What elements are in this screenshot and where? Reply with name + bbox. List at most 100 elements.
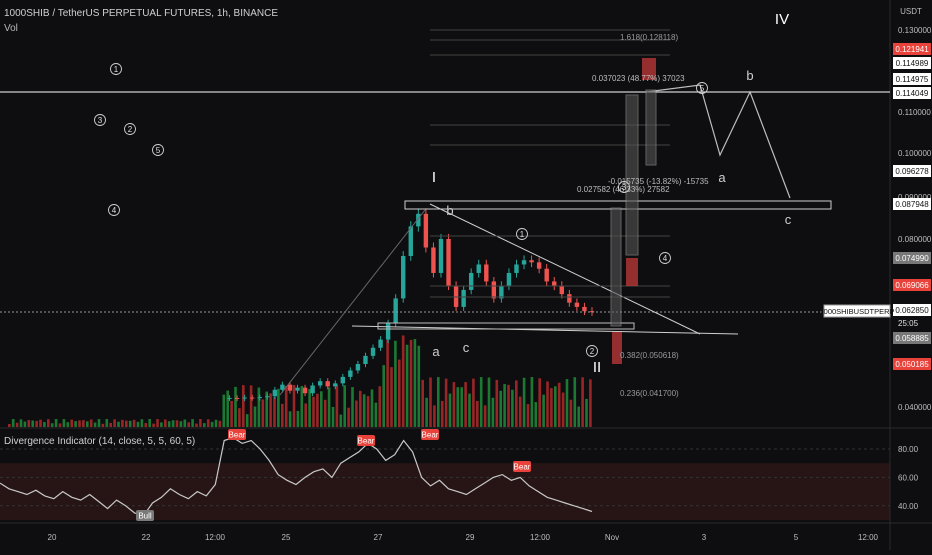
time-tick-label: 20: [48, 533, 57, 542]
price-tag: [893, 279, 931, 291]
volume-bar: [546, 381, 549, 427]
volume-bar: [487, 377, 491, 427]
wave-circle: [110, 63, 122, 75]
volume-bar: [121, 419, 124, 427]
volume-bar: [191, 419, 194, 427]
candle-body: [242, 397, 247, 399]
volume-bar: [70, 419, 73, 427]
measure-label: 0.037023 (48.77%) 37023: [592, 74, 685, 83]
volume-bar: [206, 419, 210, 427]
volume-bar: [511, 389, 514, 427]
volume-bar: [128, 420, 132, 427]
volume-bar: [210, 421, 214, 427]
divergence-badge: [357, 435, 375, 446]
wave-circle: [618, 181, 630, 193]
drawings[interactable]: 0.037023 (48.77%) 37023 0.027582 (46.33%)…: [0, 11, 890, 398]
candle-body: [536, 262, 542, 269]
time-tick-label: 27: [374, 533, 383, 542]
price-tag-label: 0.121941: [895, 45, 929, 54]
volume-bar: [550, 388, 553, 427]
volume-bar: [273, 397, 276, 427]
indicator-tick-label: 80.00: [898, 445, 919, 454]
wave-label-c: c: [463, 340, 470, 355]
volume-bar: [499, 390, 502, 427]
wave-label-1: 1: [520, 230, 525, 239]
price-tick-label: 0.040000: [898, 403, 932, 412]
volume-bar: [308, 389, 311, 427]
volume-bar: [530, 377, 534, 427]
time-tick-label: Nov: [605, 533, 619, 542]
fib-label: 0.382(0.050618): [620, 351, 679, 360]
volume-bar: [538, 378, 541, 427]
candle-body: [567, 294, 572, 303]
volume-bar: [203, 423, 206, 427]
volume-bar: [573, 377, 577, 427]
time-axis[interactable]: 20 22 12:00 25 27 29 12:00 Nov 3 5 12:00: [48, 533, 879, 542]
volume-bar: [105, 419, 109, 427]
volume-bar: [522, 377, 526, 427]
volume-bar: [362, 394, 366, 427]
indicator-line: [0, 437, 593, 517]
volume-bar: [421, 379, 424, 427]
time-tick-label: 12:00: [530, 533, 551, 542]
volume-bar: [15, 422, 19, 427]
price-tag: [893, 358, 931, 370]
indicator-tick-label: 40.00: [898, 502, 919, 511]
wave-label-a: a: [718, 170, 726, 185]
volume-bar: [11, 419, 15, 427]
wave-label-I: I: [432, 169, 436, 186]
price-tag: [893, 87, 931, 99]
candle-body: [506, 272, 512, 286]
wave-label-5: 5: [156, 146, 161, 155]
indicator-tick-label: 60.00: [898, 473, 919, 482]
candle-body: [385, 323, 391, 340]
candle-body: [250, 397, 255, 399]
divergence-badge-label: Bear: [229, 431, 246, 440]
volume-bar: [261, 399, 265, 427]
wave-circle: [108, 204, 120, 216]
volume-bar: [54, 419, 58, 427]
wave-label-5: 5: [700, 84, 705, 93]
volume-bar: [386, 340, 389, 427]
volume-bar: [557, 382, 561, 427]
wave-label-3: 3: [98, 116, 103, 125]
volume-bar: [8, 424, 11, 427]
volume-bar: [226, 390, 229, 427]
volume-bar: [292, 385, 296, 427]
volume-bar: [433, 405, 436, 427]
volume-bar: [86, 421, 89, 427]
volume-bar: [312, 396, 315, 427]
chart-title[interactable]: 1000SHIB / TetherUS PERPETUAL FUTURES, 1…: [4, 8, 278, 19]
volume-bar: [89, 419, 93, 427]
candle-body: [280, 384, 285, 390]
divergence-badge: [136, 510, 154, 521]
volume-bar: [175, 420, 179, 427]
indicator-label[interactable]: Divergence Indicator (14, close, 5, 5, 6…: [4, 436, 196, 447]
volume-bar: [554, 386, 557, 427]
time-tick-label: 12:00: [205, 533, 226, 542]
volume-bar: [82, 420, 85, 427]
wave-circle: [586, 345, 598, 357]
price-tag: [893, 57, 931, 69]
volume-bar: [234, 386, 237, 427]
volume-bar: [476, 400, 479, 427]
candle-body: [272, 389, 278, 397]
candle-body: [401, 255, 406, 299]
wave-label-IV: IV: [775, 11, 789, 28]
volume-bar: [148, 419, 151, 427]
price-tick-label: 0.080000: [898, 235, 932, 244]
volume-label[interactable]: Vol: [4, 23, 18, 34]
wave-label-a: a: [432, 344, 440, 359]
price-axis[interactable]: USDT0.1300000.1100000.1000000.0900000.08…: [819, 7, 931, 511]
candle-body: [476, 264, 481, 273]
volume-bar: [565, 379, 569, 427]
volume-bar: [160, 422, 163, 427]
candle-body: [423, 213, 429, 248]
candle-body: [325, 381, 330, 387]
volume-bar: [347, 407, 350, 427]
volume-bar: [35, 420, 38, 427]
wave-circle: [516, 228, 528, 240]
volume-bar: [93, 422, 97, 427]
